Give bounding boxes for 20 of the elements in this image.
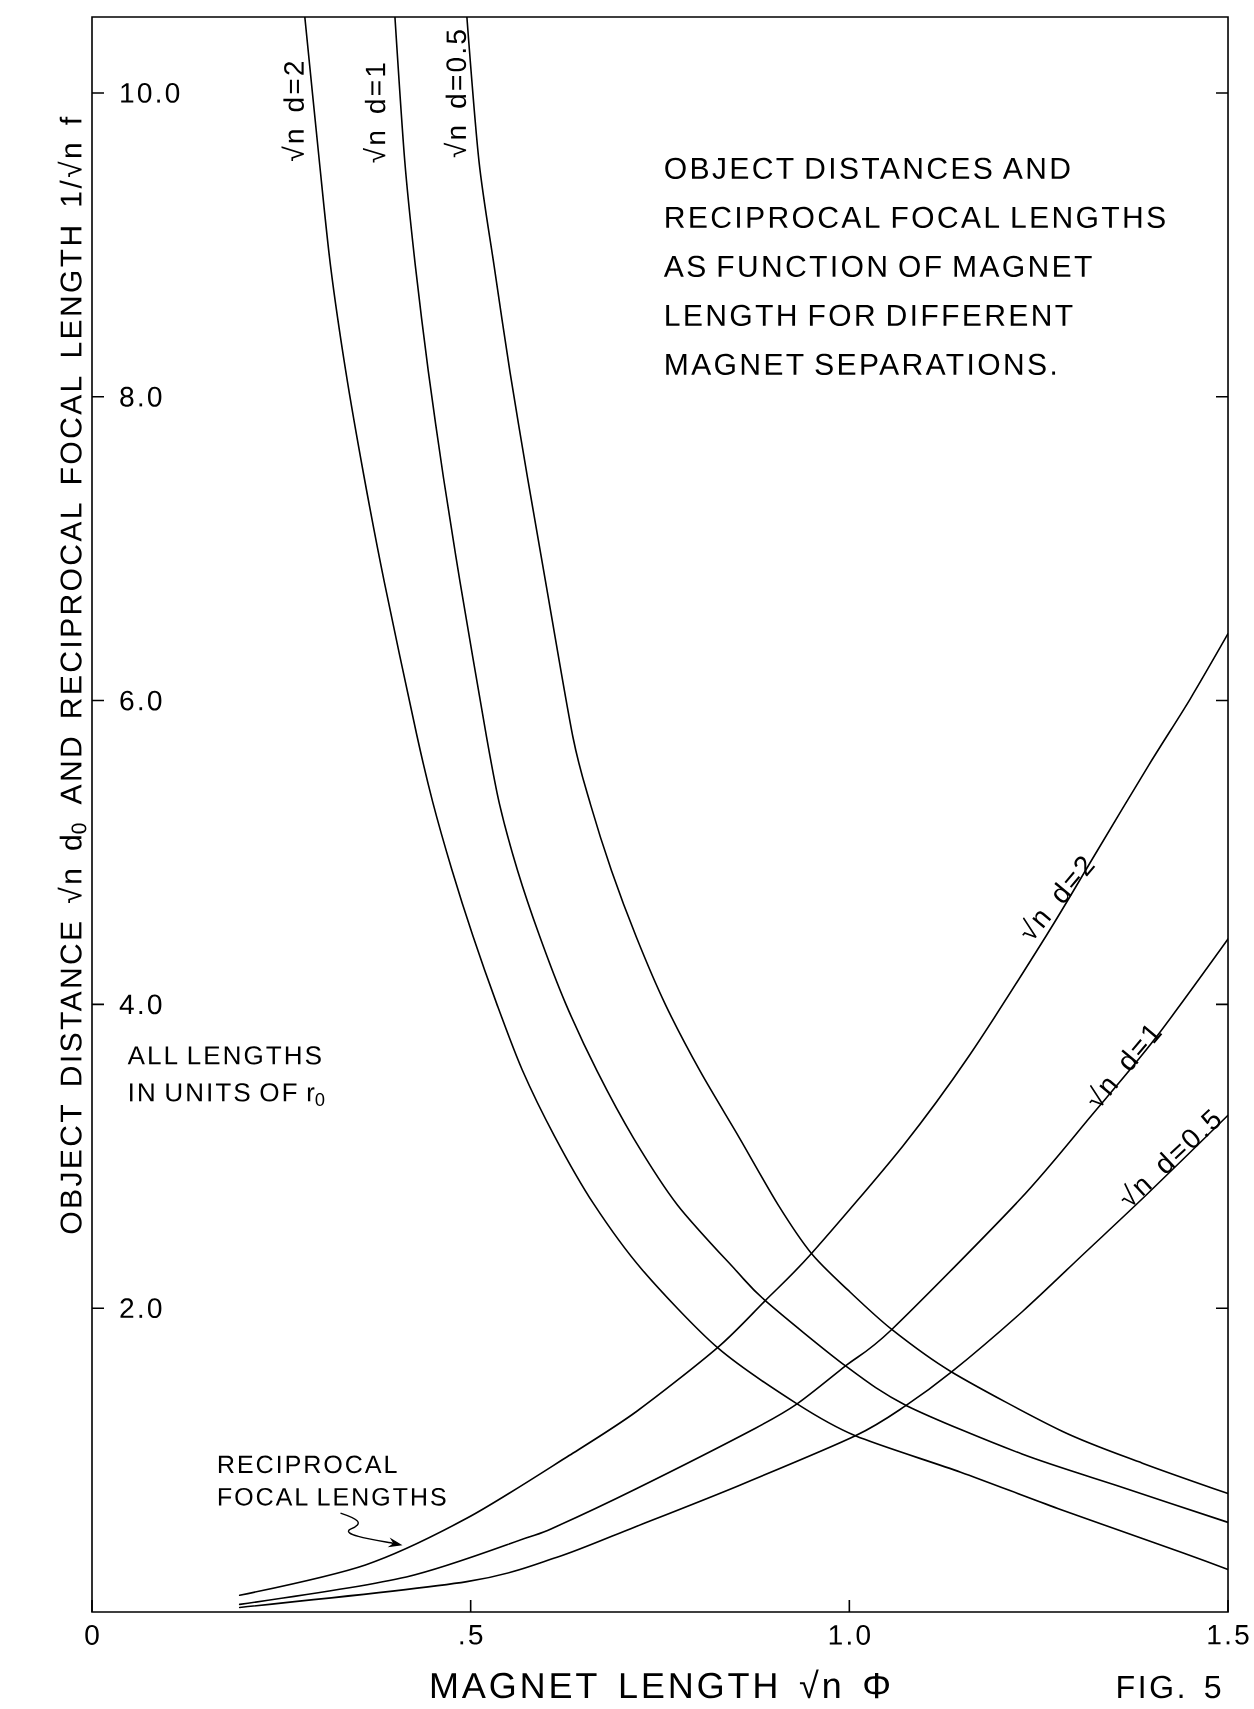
x-tick-label: 0 — [85, 1625, 99, 1645]
text: √n d=0.5 — [443, 30, 467, 158]
text: √n d=1 — [362, 63, 386, 163]
y-tick-label: 8.0 — [120, 386, 162, 407]
y-tick-label: 2.0 — [120, 1298, 162, 1319]
text: OBJECT DISTANCES AND RECIPROCAL FOCAL LENGTHS AS FUNCTION OF MAGNET LENGTH FOR DIFFERENT MAGNET SEPARATIONS. — [663, 157, 1165, 375]
y-tick-label: 6.0 — [120, 690, 162, 711]
annotation: ALL LENGTHS IN UNITS OF r$_{0}$ — [127, 1046, 325, 1106]
y-axis-title: OBJECT DISTANCE √n d$_{0}$ AND RECIPROCAL FOCAL LENGTH 1/√n f — [57, 116, 87, 1234]
y-tick-label: 10.0 — [121, 83, 180, 103]
caption: FIG. 5 — [1118, 1675, 1221, 1699]
text: √n d=1 — [1089, 1025, 1163, 1106]
x-tick-label: 1.0 — [829, 1625, 870, 1645]
annotation: RECIPROCAL FOCAL LENGTHS — [218, 1455, 446, 1506]
y-tick-label: 4.0 — [119, 994, 162, 1015]
x-tick-label: .5 — [460, 1625, 483, 1645]
text: √n d=2 — [281, 61, 304, 161]
x-tick-label: 1.5 — [1208, 1625, 1249, 1645]
x-axis-title: MAGNET LENGTH √n Φ — [431, 1669, 889, 1699]
text: √n d=2 — [1022, 856, 1096, 938]
